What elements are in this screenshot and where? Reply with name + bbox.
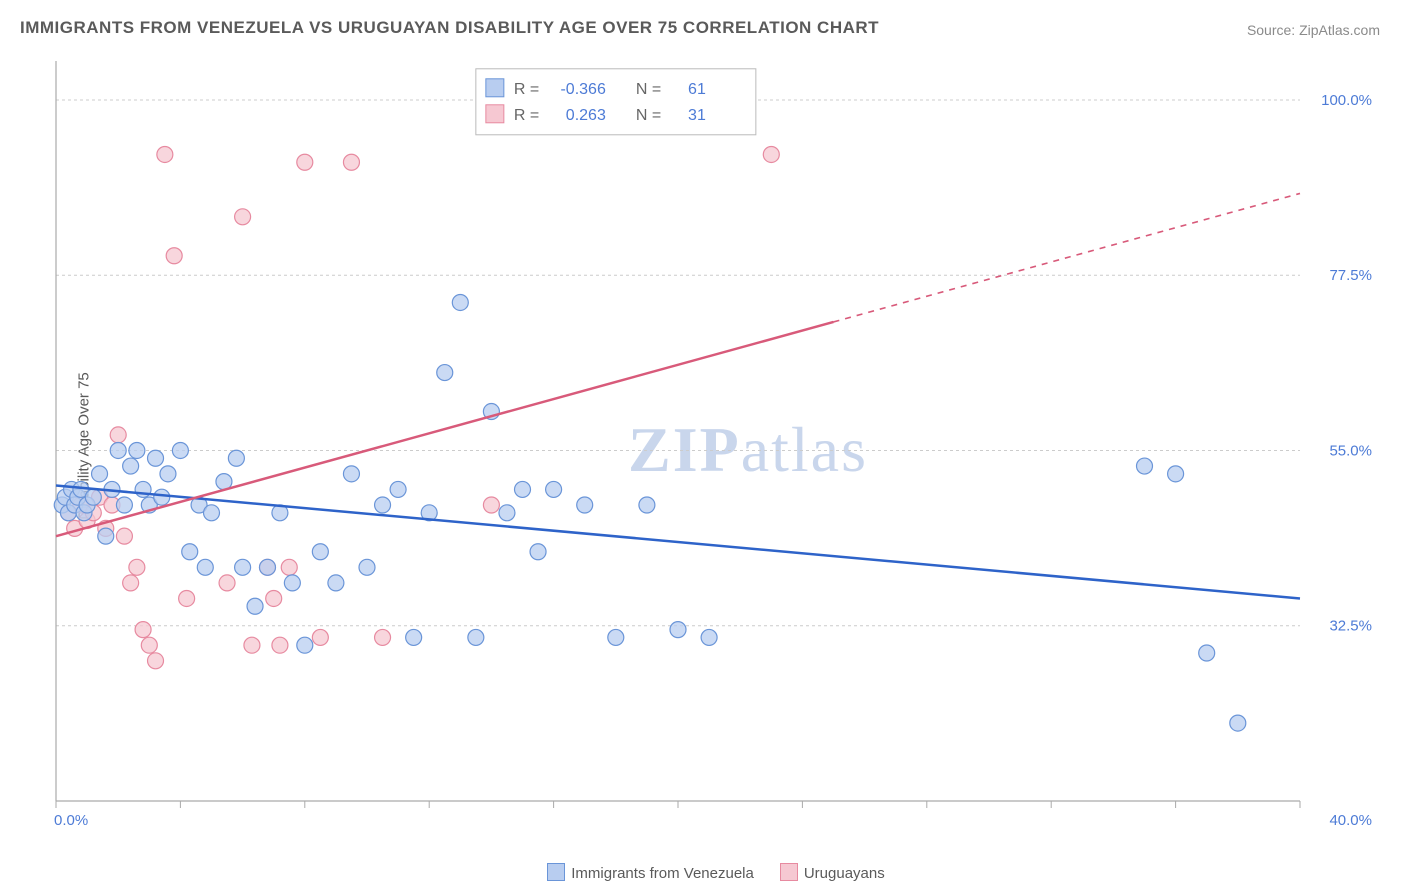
scatter-point-venezuela xyxy=(1137,458,1153,474)
scatter-point-venezuela xyxy=(160,466,176,482)
scatter-point-uruguay xyxy=(312,629,328,645)
legend-swatch-venezuela xyxy=(486,79,504,97)
scatter-point-venezuela xyxy=(328,575,344,591)
scatter-point-venezuela xyxy=(390,481,406,497)
watermark: ZIPatlas xyxy=(628,414,868,485)
scatter-point-venezuela xyxy=(148,450,164,466)
x-tick-label: 0.0% xyxy=(54,812,88,829)
scatter-point-venezuela xyxy=(608,629,624,645)
scatter-point-venezuela xyxy=(204,505,220,521)
scatter-point-uruguay xyxy=(157,146,173,162)
scatter-point-venezuela xyxy=(375,497,391,513)
scatter-point-venezuela xyxy=(546,481,562,497)
scatter-point-venezuela xyxy=(515,481,531,497)
source-prefix: Source: xyxy=(1247,22,1299,38)
scatter-point-venezuela xyxy=(452,294,468,310)
scatter-point-venezuela xyxy=(235,559,251,575)
scatter-point-venezuela xyxy=(197,559,213,575)
scatter-point-venezuela xyxy=(343,466,359,482)
scatter-point-venezuela xyxy=(123,458,139,474)
scatter-point-venezuela xyxy=(116,497,132,513)
scatter-point-venezuela xyxy=(499,505,515,521)
chart-title: IMMIGRANTS FROM VENEZUELA VS URUGUAYAN D… xyxy=(20,18,879,38)
scatter-point-venezuela xyxy=(154,489,170,505)
scatter-point-venezuela xyxy=(98,528,114,544)
scatter-point-venezuela xyxy=(312,544,328,560)
scatter-point-uruguay xyxy=(179,590,195,606)
trend-line-uruguay-extrapolated xyxy=(834,193,1301,322)
scatter-point-venezuela xyxy=(297,637,313,653)
x-tick-label: 40.0% xyxy=(1329,812,1372,829)
scatter-point-venezuela xyxy=(85,489,101,505)
scatter-point-venezuela xyxy=(639,497,655,513)
scatter-point-uruguay xyxy=(343,154,359,170)
legend-r-value-venezuela: -0.366 xyxy=(560,81,605,98)
legend-n-label: N = xyxy=(636,81,661,98)
scatter-point-uruguay xyxy=(375,629,391,645)
scatter-point-venezuela xyxy=(1168,466,1184,482)
source-attribution: Source: ZipAtlas.com xyxy=(1247,22,1380,38)
scatter-point-venezuela xyxy=(1230,715,1246,731)
scatter-point-uruguay xyxy=(272,637,288,653)
scatter-point-uruguay xyxy=(166,248,182,264)
scatter-point-venezuela xyxy=(284,575,300,591)
legend-n-label: N = xyxy=(636,107,661,124)
scatter-point-venezuela xyxy=(530,544,546,560)
trend-line-venezuela xyxy=(56,486,1300,599)
scatter-point-uruguay xyxy=(266,590,282,606)
bottom-legend: Immigrants from Venezuela Uruguayans xyxy=(0,863,1406,882)
scatter-point-venezuela xyxy=(701,629,717,645)
y-tick-label: 55.0% xyxy=(1329,442,1372,459)
scatter-point-venezuela xyxy=(359,559,375,575)
legend-label-venezuela: Immigrants from Venezuela xyxy=(571,865,754,882)
scatter-point-uruguay xyxy=(763,146,779,162)
scatter-point-uruguay xyxy=(281,559,297,575)
scatter-point-venezuela xyxy=(110,442,126,458)
scatter-point-venezuela xyxy=(577,497,593,513)
scatter-point-venezuela xyxy=(259,559,275,575)
scatter-point-uruguay xyxy=(129,559,145,575)
scatter-point-venezuela xyxy=(92,466,108,482)
scatter-point-venezuela xyxy=(670,622,686,638)
scatter-point-venezuela xyxy=(468,629,484,645)
correlation-scatter-chart: ZIPatlas 32.5% 55.0% 77.5% 100.0% 0.0% 40.0% R … xyxy=(50,55,1380,837)
legend-r-label: R = xyxy=(514,81,539,98)
scatter-point-uruguay xyxy=(141,637,157,653)
stats-legend xyxy=(476,69,756,135)
legend-swatch-venezuela xyxy=(547,863,565,881)
scatter-point-uruguay xyxy=(297,154,313,170)
legend-r-label: R = xyxy=(514,107,539,124)
y-tick-label: 100.0% xyxy=(1321,92,1372,109)
scatter-point-uruguay xyxy=(148,653,164,669)
scatter-point-uruguay xyxy=(244,637,260,653)
scatter-point-uruguay xyxy=(235,209,251,225)
legend-r-value-uruguay: 0.263 xyxy=(566,107,606,124)
scatter-point-venezuela xyxy=(406,629,422,645)
scatter-point-venezuela xyxy=(129,442,145,458)
scatter-point-venezuela xyxy=(1199,645,1215,661)
scatter-point-venezuela xyxy=(182,544,198,560)
scatter-point-uruguay xyxy=(116,528,132,544)
scatter-point-uruguay xyxy=(483,497,499,513)
scatter-point-uruguay xyxy=(123,575,139,591)
scatter-point-venezuela xyxy=(247,598,263,614)
scatter-point-venezuela xyxy=(437,365,453,381)
legend-label-uruguay: Uruguayans xyxy=(804,865,885,882)
legend-swatch-uruguay xyxy=(780,863,798,881)
y-tick-label: 32.5% xyxy=(1329,618,1372,635)
scatter-point-venezuela xyxy=(172,442,188,458)
legend-swatch-uruguay xyxy=(486,105,504,123)
source-link[interactable]: ZipAtlas.com xyxy=(1299,22,1380,38)
scatter-point-uruguay xyxy=(135,622,151,638)
legend-n-value-uruguay: 31 xyxy=(688,107,706,124)
scatter-point-uruguay xyxy=(219,575,235,591)
y-tick-label: 77.5% xyxy=(1329,267,1372,284)
scatter-point-uruguay xyxy=(110,427,126,443)
scatter-point-venezuela xyxy=(228,450,244,466)
legend-n-value-venezuela: 61 xyxy=(688,81,706,98)
